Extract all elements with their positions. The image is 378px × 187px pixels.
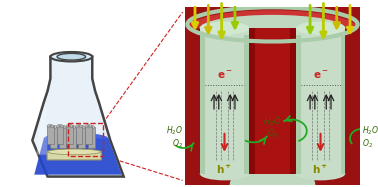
Ellipse shape	[44, 133, 108, 144]
Bar	[88, 127, 94, 148]
Ellipse shape	[50, 52, 92, 62]
Ellipse shape	[47, 125, 54, 128]
Bar	[296, 35, 301, 174]
Text: $O_2$: $O_2$	[266, 128, 278, 140]
Ellipse shape	[50, 125, 57, 129]
Ellipse shape	[90, 126, 93, 128]
Ellipse shape	[51, 126, 55, 128]
Ellipse shape	[48, 149, 101, 155]
Bar	[50, 127, 57, 148]
Ellipse shape	[57, 53, 85, 60]
Bar	[57, 126, 63, 144]
Text: $\bf{h^+}$: $\bf{h^+}$	[313, 163, 329, 177]
Ellipse shape	[187, 10, 358, 46]
Ellipse shape	[85, 125, 92, 128]
Polygon shape	[34, 139, 122, 175]
Bar	[59, 127, 66, 148]
Ellipse shape	[200, 15, 345, 42]
Ellipse shape	[88, 125, 94, 129]
Text: $H_2O$: $H_2O$	[363, 125, 378, 137]
Bar	[85, 126, 92, 144]
Bar	[249, 28, 255, 174]
Ellipse shape	[296, 22, 345, 35]
Polygon shape	[33, 53, 124, 177]
Ellipse shape	[80, 126, 84, 128]
Bar	[79, 127, 85, 148]
Ellipse shape	[79, 125, 85, 129]
Text: $\bf{e^-}$: $\bf{e^-}$	[217, 70, 232, 81]
Bar	[249, 28, 296, 174]
Ellipse shape	[49, 125, 52, 127]
Bar	[341, 35, 345, 174]
Text: $H_2O$: $H_2O$	[263, 115, 282, 128]
Bar	[186, 7, 359, 185]
Bar	[186, 28, 200, 174]
Ellipse shape	[68, 125, 71, 127]
Bar	[245, 35, 249, 174]
Ellipse shape	[87, 125, 90, 127]
FancyBboxPatch shape	[47, 151, 101, 160]
Ellipse shape	[296, 167, 345, 180]
Bar	[76, 126, 82, 144]
Ellipse shape	[70, 126, 74, 128]
Text: $O_2$: $O_2$	[172, 137, 183, 150]
Ellipse shape	[200, 167, 249, 180]
Ellipse shape	[77, 125, 81, 127]
Bar	[290, 28, 296, 174]
Ellipse shape	[54, 135, 83, 142]
Text: $O_2$: $O_2$	[363, 137, 373, 150]
Bar	[200, 35, 204, 174]
Text: $\bf{e^-}$: $\bf{e^-}$	[313, 70, 328, 81]
Ellipse shape	[200, 22, 249, 35]
Ellipse shape	[61, 126, 65, 128]
Ellipse shape	[57, 125, 63, 128]
Ellipse shape	[230, 161, 315, 187]
Bar	[296, 28, 345, 174]
Bar	[345, 28, 359, 174]
Bar	[69, 127, 76, 148]
Bar	[47, 126, 54, 144]
Ellipse shape	[59, 125, 66, 129]
Text: $\bf{h^+}$: $\bf{h^+}$	[216, 163, 232, 177]
Bar	[68, 123, 103, 156]
Text: $H_2O$: $H_2O$	[166, 125, 183, 137]
Ellipse shape	[76, 125, 82, 128]
Ellipse shape	[69, 125, 76, 129]
Bar	[66, 126, 73, 144]
Polygon shape	[36, 107, 48, 155]
Bar	[200, 28, 249, 174]
Ellipse shape	[66, 125, 73, 128]
Ellipse shape	[58, 125, 62, 127]
